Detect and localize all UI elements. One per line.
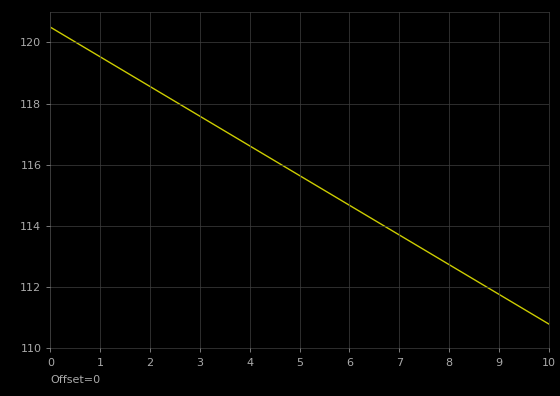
Text: Offset=0: Offset=0 (50, 375, 101, 385)
